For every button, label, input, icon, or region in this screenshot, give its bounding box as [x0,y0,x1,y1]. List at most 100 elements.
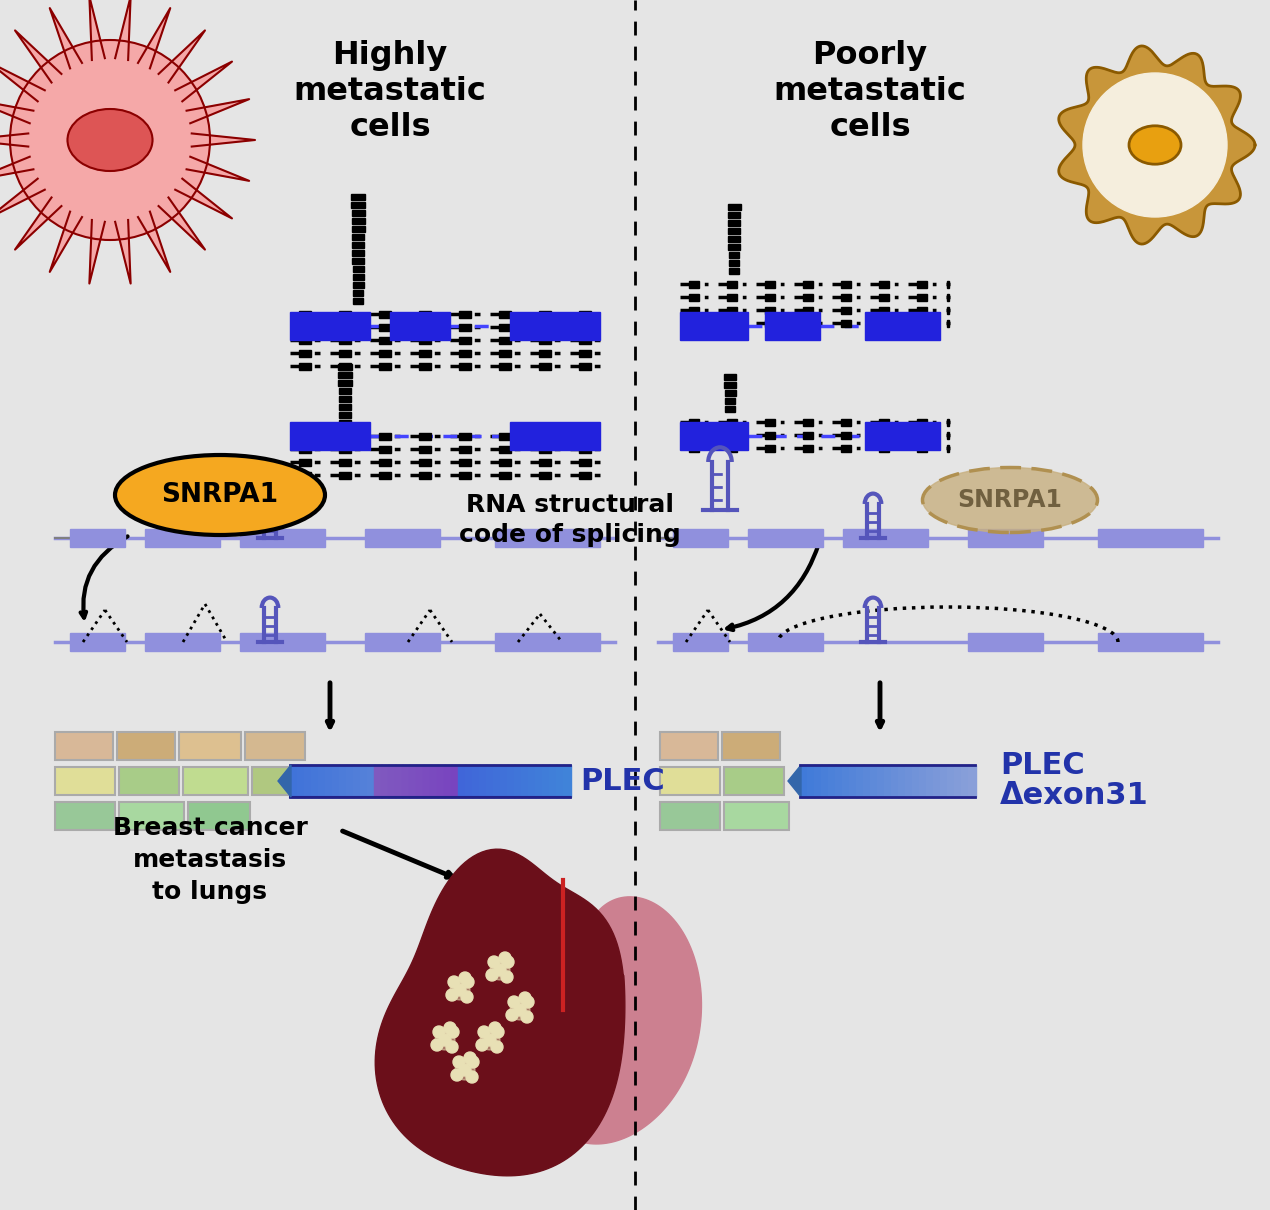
Circle shape [502,956,514,968]
Polygon shape [187,157,249,180]
Bar [898,765,906,797]
Bar [419,338,431,344]
Circle shape [488,956,500,968]
Circle shape [446,989,458,1001]
Bar [499,324,511,332]
Bar [947,765,955,797]
Bar [451,765,458,797]
Text: Highly
metastatic
cells: Highly metastatic cells [293,40,486,143]
Bar [765,319,775,327]
Bar [940,765,947,797]
Bar [359,765,367,797]
Bar [842,765,850,797]
Text: SNRPA1: SNRPA1 [161,482,278,508]
Bar [834,765,842,797]
Bar [803,294,813,301]
Circle shape [453,984,466,996]
Bar [339,404,351,410]
Bar [300,446,311,453]
Bar [540,446,551,453]
Bar [353,290,363,296]
Bar [828,765,836,797]
Circle shape [1083,73,1227,217]
Bar [726,281,738,288]
Bar [803,445,813,453]
Bar [353,273,363,280]
Bar [514,765,522,797]
Bar [403,765,409,797]
Bar [300,350,311,357]
Bar [728,212,740,218]
Bar [472,765,480,797]
Bar [381,765,389,797]
Bar [803,281,813,288]
Bar [926,765,933,797]
Bar [726,307,738,315]
Circle shape [519,992,531,1004]
Bar [528,765,536,797]
Bar [542,765,550,797]
Bar [499,472,511,479]
Circle shape [444,1022,456,1035]
Bar [688,281,700,288]
Bar [725,407,735,411]
Bar [419,472,431,479]
Text: RNA structural
code of splicing: RNA structural code of splicing [460,492,681,547]
Polygon shape [116,0,131,60]
Bar [499,459,511,466]
Polygon shape [522,897,701,1143]
Text: Poorly
metastatic
cells: Poorly metastatic cells [773,40,966,143]
Circle shape [500,970,513,983]
Bar [917,307,927,315]
FancyBboxPatch shape [119,802,184,830]
Bar [338,380,352,386]
Bar [353,282,363,288]
Bar [803,419,813,426]
Bar [460,350,471,357]
Bar [841,294,851,301]
Bar [331,765,339,797]
Text: Breast cancer
metastasis
to lungs: Breast cancer metastasis to lungs [113,817,307,904]
Bar [765,419,775,426]
Polygon shape [89,220,105,283]
Bar [726,432,738,439]
Bar [765,445,775,453]
Bar [765,312,820,340]
Circle shape [467,1056,479,1068]
Bar [765,432,775,439]
Bar [724,374,737,380]
Bar [511,422,599,450]
Bar [380,459,391,466]
Bar [409,765,417,797]
Circle shape [458,972,471,984]
Bar [726,319,738,327]
Bar [879,445,889,453]
Bar [325,765,333,797]
Polygon shape [0,62,44,102]
FancyBboxPatch shape [245,732,305,760]
Bar [460,363,471,370]
Bar [673,633,728,651]
Bar [748,529,823,547]
Bar [511,312,599,340]
Bar [145,633,220,651]
FancyBboxPatch shape [117,732,175,760]
Bar [765,307,775,315]
Circle shape [461,991,472,1003]
Bar [290,765,297,797]
Bar [864,765,870,797]
Bar [728,204,740,211]
Bar [499,433,511,440]
Polygon shape [50,8,83,69]
Bar [300,338,311,344]
Circle shape [466,1071,478,1083]
Bar [917,419,927,426]
Bar [339,350,351,357]
Bar [688,294,700,301]
Bar [726,294,738,301]
Circle shape [486,969,498,981]
Bar [540,338,551,344]
Circle shape [521,1012,533,1022]
Circle shape [522,996,533,1008]
Polygon shape [0,133,28,146]
